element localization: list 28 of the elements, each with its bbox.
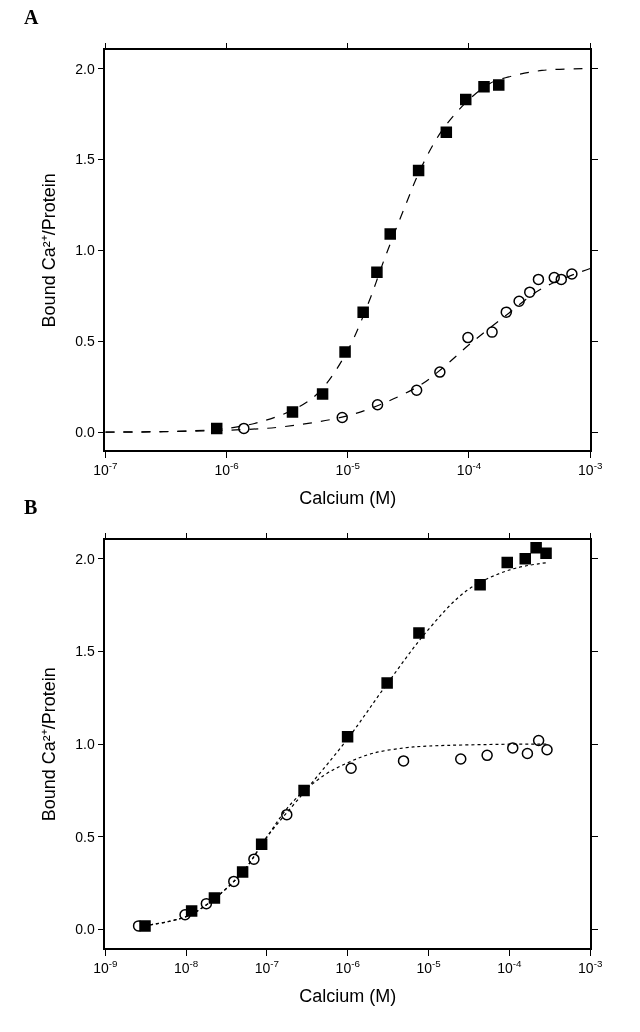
x-axis-title: Calcium (M) — [299, 488, 397, 509]
y-tick-label: 0.0 — [75, 423, 95, 440]
y-tick-label: 1.5 — [75, 643, 95, 660]
x-tick-label: 10$^{-3}$ — [578, 957, 603, 976]
x-tick-label: 10$^{-5}$ — [416, 957, 442, 976]
x-tick-label: 10$^{-8}$ — [173, 957, 199, 976]
y-axis-title: Bound Ca²⁺/Protein — [38, 667, 59, 822]
chart-title: A — [24, 6, 39, 28]
x-tick-label: 10$^{-4}$ — [497, 957, 523, 976]
y-axis-title: Bound Ca²⁺/Protein — [38, 173, 59, 328]
x-tick-label: 10$^{-5}$ — [335, 459, 361, 478]
y-tick-label: 1.5 — [75, 151, 95, 168]
y-tick-label: 0.0 — [75, 921, 95, 938]
x-tick-label: 10$^{-6}$ — [214, 459, 240, 478]
x-tick-label: 10$^{-9}$ — [93, 957, 118, 976]
y-tick-label: 0.5 — [75, 828, 95, 845]
x-tick-label: 10$^{-6}$ — [335, 957, 361, 976]
x-tick-label: 10$^{-3}$ — [578, 459, 603, 478]
y-tick-label: 0.5 — [75, 333, 95, 350]
x-tick-label: 10$^{-7}$ — [93, 459, 118, 478]
x-tick-label: 10$^{-4}$ — [456, 459, 482, 478]
y-tick-label: 1.0 — [75, 736, 95, 753]
y-tick-label: 2.0 — [75, 60, 95, 77]
y-tick-label: 2.0 — [75, 550, 95, 567]
chart-title: B — [24, 496, 38, 518]
x-tick-label: 10$^{-7}$ — [254, 957, 280, 976]
y-tick-label: 1.0 — [75, 242, 95, 259]
x-axis-title: Calcium (M) — [299, 986, 397, 1007]
